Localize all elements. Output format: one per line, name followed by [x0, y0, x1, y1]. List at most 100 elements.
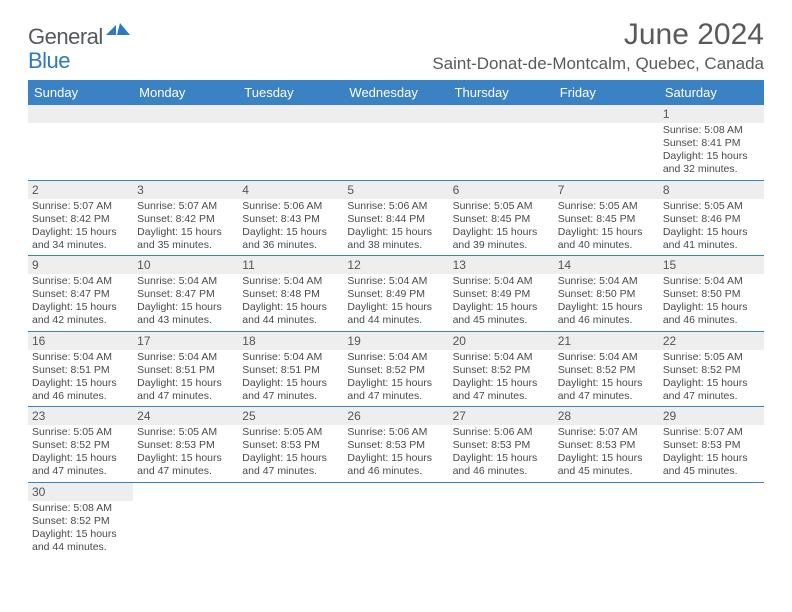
sunrise-line: Sunrise: 5:04 AM: [137, 275, 234, 288]
calendar-cell: [28, 105, 133, 180]
day-details: Sunrise: 5:05 AMSunset: 8:53 PMDaylight:…: [133, 425, 238, 482]
day-number: 19: [343, 332, 448, 350]
sunrise-line: Sunrise: 5:05 AM: [137, 426, 234, 439]
daylight-line: Daylight: 15 hours and 40 minutes.: [558, 226, 655, 252]
daylight-line: Daylight: 15 hours and 47 minutes.: [453, 377, 550, 403]
day-number: 22: [659, 332, 764, 350]
calendar-row: 30Sunrise: 5:08 AMSunset: 8:52 PMDayligh…: [28, 482, 764, 557]
day-details: Sunrise: 5:04 AMSunset: 8:51 PMDaylight:…: [238, 350, 343, 407]
calendar-table: SundayMondayTuesdayWednesdayThursdayFrid…: [28, 80, 764, 557]
sunset-line: Sunset: 8:51 PM: [242, 364, 339, 377]
day-number: 26: [343, 407, 448, 425]
sunset-line: Sunset: 8:52 PM: [32, 439, 129, 452]
calendar-cell: 8Sunrise: 5:05 AMSunset: 8:46 PMDaylight…: [659, 180, 764, 256]
location: Saint-Donat-de-Montcalm, Quebec, Canada: [432, 54, 764, 74]
logo-text-general: General: [28, 24, 103, 50]
weekday-header: Friday: [554, 80, 659, 105]
day-details: Sunrise: 5:07 AMSunset: 8:42 PMDaylight:…: [28, 199, 133, 256]
day-details: Sunrise: 5:06 AMSunset: 8:43 PMDaylight:…: [238, 199, 343, 256]
daylight-line: Daylight: 15 hours and 34 minutes.: [32, 226, 129, 252]
day-details: Sunrise: 5:05 AMSunset: 8:45 PMDaylight:…: [554, 199, 659, 256]
calendar-cell: 19Sunrise: 5:04 AMSunset: 8:52 PMDayligh…: [343, 331, 448, 407]
daylight-line: Daylight: 15 hours and 46 minutes.: [663, 301, 760, 327]
day-details: Sunrise: 5:04 AMSunset: 8:48 PMDaylight:…: [238, 274, 343, 331]
day-number: 5: [343, 181, 448, 199]
logo-flag-icon: [106, 21, 132, 44]
sunrise-line: Sunrise: 5:04 AM: [137, 351, 234, 364]
title-block: June 2024 Saint-Donat-de-Montcalm, Quebe…: [432, 18, 764, 74]
day-number: 29: [659, 407, 764, 425]
sunset-line: Sunset: 8:44 PM: [347, 213, 444, 226]
day-details: Sunrise: 5:04 AMSunset: 8:50 PMDaylight:…: [554, 274, 659, 331]
sunset-line: Sunset: 8:53 PM: [242, 439, 339, 452]
calendar-cell: [238, 482, 343, 557]
sunrise-line: Sunrise: 5:08 AM: [663, 124, 760, 137]
calendar-header-row: SundayMondayTuesdayWednesdayThursdayFrid…: [28, 80, 764, 105]
calendar-cell: 4Sunrise: 5:06 AMSunset: 8:43 PMDaylight…: [238, 180, 343, 256]
weekday-header: Monday: [133, 80, 238, 105]
calendar-cell: 13Sunrise: 5:04 AMSunset: 8:49 PMDayligh…: [449, 256, 554, 332]
weekday-header: Thursday: [449, 80, 554, 105]
daylight-line: Daylight: 15 hours and 47 minutes.: [137, 377, 234, 403]
sunrise-line: Sunrise: 5:06 AM: [453, 426, 550, 439]
sunset-line: Sunset: 8:45 PM: [453, 213, 550, 226]
sunrise-line: Sunrise: 5:07 AM: [32, 200, 129, 213]
sunset-line: Sunset: 8:53 PM: [347, 439, 444, 452]
calendar-cell: 28Sunrise: 5:07 AMSunset: 8:53 PMDayligh…: [554, 407, 659, 483]
logo: General: [28, 24, 132, 50]
daylight-line: Daylight: 15 hours and 46 minutes.: [347, 452, 444, 478]
calendar-cell: 14Sunrise: 5:04 AMSunset: 8:50 PMDayligh…: [554, 256, 659, 332]
sunset-line: Sunset: 8:53 PM: [558, 439, 655, 452]
sunrise-line: Sunrise: 5:06 AM: [347, 200, 444, 213]
calendar-cell: [449, 105, 554, 180]
day-number: 18: [238, 332, 343, 350]
calendar-cell: 1Sunrise: 5:08 AMSunset: 8:41 PMDaylight…: [659, 105, 764, 180]
day-number: 25: [238, 407, 343, 425]
calendar-cell: [238, 105, 343, 180]
sunrise-line: Sunrise: 5:04 AM: [242, 351, 339, 364]
day-details: Sunrise: 5:06 AMSunset: 8:44 PMDaylight:…: [343, 199, 448, 256]
day-details: Sunrise: 5:04 AMSunset: 8:47 PMDaylight:…: [133, 274, 238, 331]
logo-sub: Blue: [28, 48, 70, 74]
sunset-line: Sunset: 8:42 PM: [32, 213, 129, 226]
day-details: Sunrise: 5:06 AMSunset: 8:53 PMDaylight:…: [343, 425, 448, 482]
daylight-line: Daylight: 15 hours and 47 minutes.: [242, 452, 339, 478]
calendar-cell: 16Sunrise: 5:04 AMSunset: 8:51 PMDayligh…: [28, 331, 133, 407]
weekday-header: Tuesday: [238, 80, 343, 105]
daylight-line: Daylight: 15 hours and 45 minutes.: [453, 301, 550, 327]
day-number: 2: [28, 181, 133, 199]
daylight-line: Daylight: 15 hours and 46 minutes.: [558, 301, 655, 327]
calendar-cell: 29Sunrise: 5:07 AMSunset: 8:53 PMDayligh…: [659, 407, 764, 483]
day-details: Sunrise: 5:04 AMSunset: 8:51 PMDaylight:…: [28, 350, 133, 407]
daylight-line: Daylight: 15 hours and 42 minutes.: [32, 301, 129, 327]
weekday-header: Wednesday: [343, 80, 448, 105]
calendar-row: 1Sunrise: 5:08 AMSunset: 8:41 PMDaylight…: [28, 105, 764, 180]
empty-daynum: [238, 105, 343, 123]
sunset-line: Sunset: 8:43 PM: [242, 213, 339, 226]
day-number: 12: [343, 256, 448, 274]
day-number: 3: [133, 181, 238, 199]
sunset-line: Sunset: 8:47 PM: [32, 288, 129, 301]
calendar-cell: 23Sunrise: 5:05 AMSunset: 8:52 PMDayligh…: [28, 407, 133, 483]
daylight-line: Daylight: 15 hours and 47 minutes.: [242, 377, 339, 403]
empty-daynum: [554, 105, 659, 123]
sunset-line: Sunset: 8:42 PM: [137, 213, 234, 226]
sunset-line: Sunset: 8:51 PM: [137, 364, 234, 377]
calendar-cell: 12Sunrise: 5:04 AMSunset: 8:49 PMDayligh…: [343, 256, 448, 332]
day-details: Sunrise: 5:04 AMSunset: 8:52 PMDaylight:…: [343, 350, 448, 407]
sunrise-line: Sunrise: 5:07 AM: [137, 200, 234, 213]
calendar-cell: [133, 105, 238, 180]
weekday-header: Saturday: [659, 80, 764, 105]
daylight-line: Daylight: 15 hours and 45 minutes.: [663, 452, 760, 478]
calendar-cell: 21Sunrise: 5:04 AMSunset: 8:52 PMDayligh…: [554, 331, 659, 407]
daylight-line: Daylight: 15 hours and 41 minutes.: [663, 226, 760, 252]
sunset-line: Sunset: 8:46 PM: [663, 213, 760, 226]
day-number: 8: [659, 181, 764, 199]
sunset-line: Sunset: 8:52 PM: [453, 364, 550, 377]
calendar-row: 2Sunrise: 5:07 AMSunset: 8:42 PMDaylight…: [28, 180, 764, 256]
day-details: Sunrise: 5:08 AMSunset: 8:52 PMDaylight:…: [28, 501, 133, 558]
sunrise-line: Sunrise: 5:04 AM: [663, 275, 760, 288]
sunset-line: Sunset: 8:50 PM: [663, 288, 760, 301]
day-number: 28: [554, 407, 659, 425]
calendar-cell: [659, 482, 764, 557]
